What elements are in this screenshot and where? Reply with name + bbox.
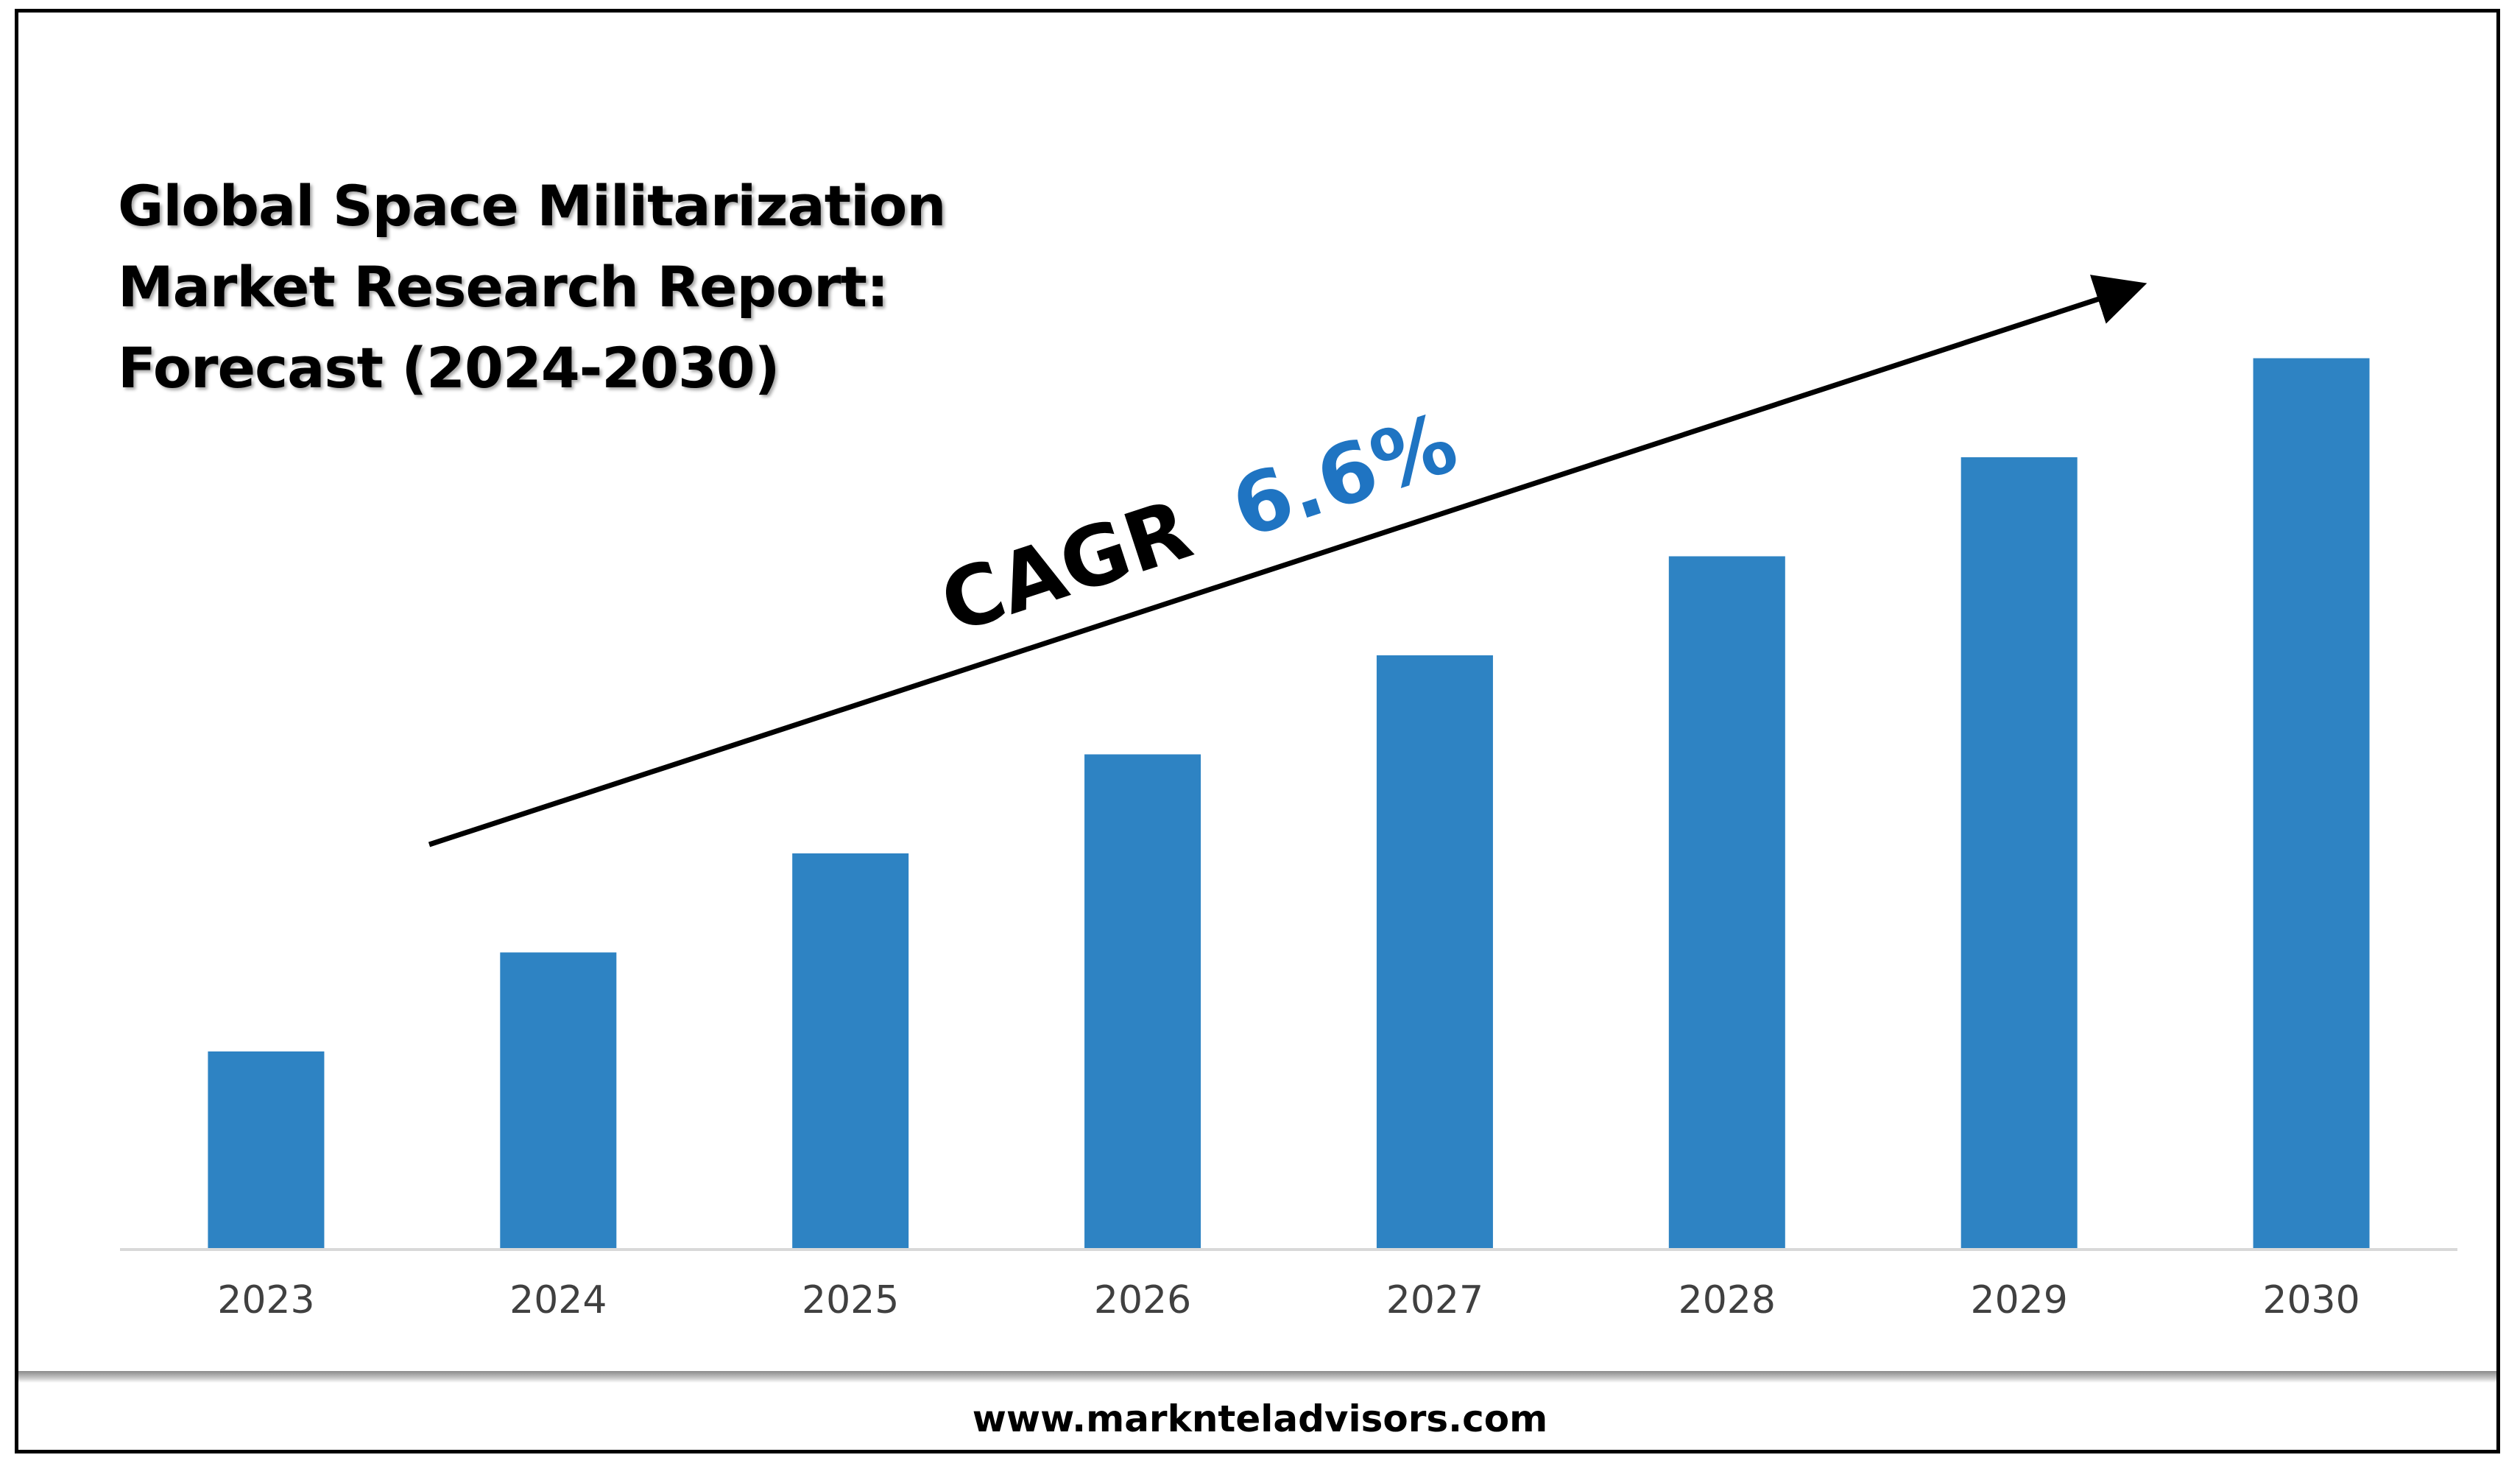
x-tick-labels: 2023 2024 2025 2026 2027 2028 2029 2030 [217,1278,2360,1322]
x-tick-2029: 2029 [1971,1278,2068,1322]
x-tick-2028: 2028 [1679,1278,1776,1322]
x-tick-2027: 2027 [1386,1278,1483,1322]
bar-2025 [792,853,909,1250]
chart-title: Global Space Militarization Market Resea… [118,166,946,409]
x-tick-2026: 2026 [1094,1278,1191,1322]
cagr-annotation: CAGR 6.6% [930,395,1468,652]
bar-2028 [1668,556,1785,1250]
x-tick-2023: 2023 [217,1278,314,1322]
bar-2024 [500,952,617,1250]
title-line-2: Market Research Report: [118,254,889,320]
x-tick-2024: 2024 [509,1278,607,1322]
bar-2030 [2253,358,2370,1250]
x-tick-2030: 2030 [2262,1278,2360,1322]
bar-2026 [1084,754,1201,1250]
footer-url: www.marknteladvisors.com [972,1398,1548,1440]
chart-frame [15,9,2500,1453]
bar-2029 [1960,457,2078,1250]
bars-group [208,358,2370,1250]
title-line-1: Global Space Militarization [118,173,946,239]
cagr-prefix: CAGR [930,482,1202,652]
x-tick-2025: 2025 [802,1278,899,1322]
trend-arrow [428,275,2147,847]
footer-divider [18,1371,2496,1383]
cagr-value: 6.6% [1221,395,1468,557]
bar-2023 [208,1051,325,1250]
bar-2027 [1376,655,1493,1250]
title-line-3: Forecast (2024-2030) [118,335,780,401]
